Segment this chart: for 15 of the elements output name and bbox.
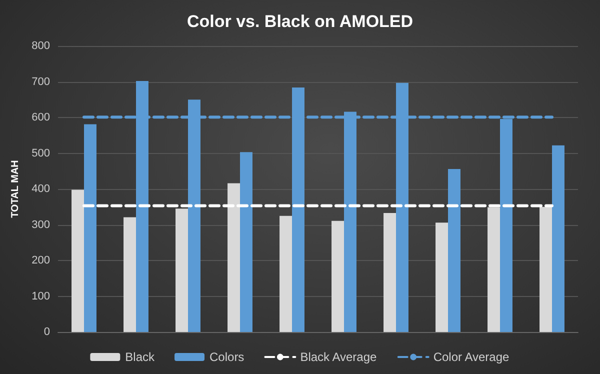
y-tick-label: 300 <box>32 218 50 231</box>
legend-label: Colors <box>210 350 244 364</box>
legend-label: Black <box>125 350 156 364</box>
y-tick-label: 0 <box>44 326 50 338</box>
legend-label: Color Average <box>433 350 510 364</box>
legend-label: Black Average <box>300 350 378 364</box>
y-tick-label: 700 <box>32 76 50 88</box>
y-tick-label: 100 <box>32 290 50 302</box>
y-axis-title: TOTAL MAH <box>10 160 22 218</box>
y-tick-label: 800 <box>32 40 50 52</box>
y-tick-label: 400 <box>32 183 50 195</box>
y-tick-label: 600 <box>32 112 50 124</box>
chart-title: Color vs. Black on AMOLED <box>186 12 414 31</box>
y-tick-label: 500 <box>32 147 50 160</box>
y-tick-label: 200 <box>32 254 50 266</box>
